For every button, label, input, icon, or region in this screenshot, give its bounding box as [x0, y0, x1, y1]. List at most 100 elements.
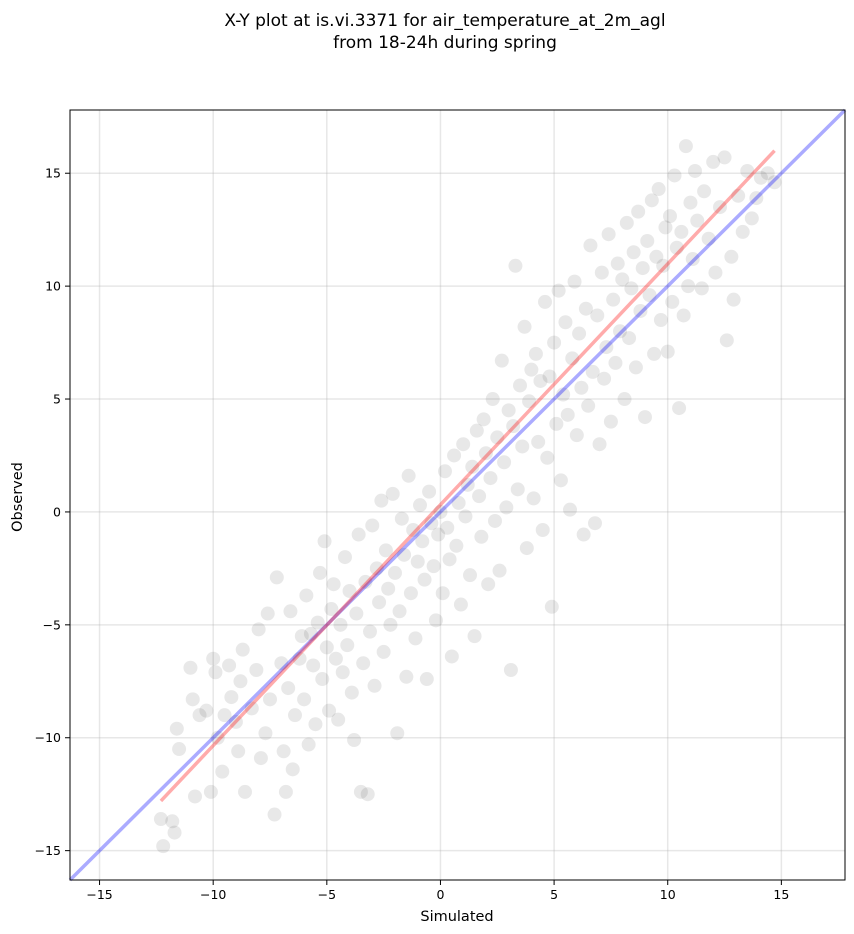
data-point	[690, 213, 705, 228]
y-tick-label: −15	[35, 843, 61, 858]
data-point	[428, 613, 443, 628]
data-point	[285, 762, 300, 777]
data-point	[581, 398, 596, 413]
data-point	[281, 681, 296, 696]
data-point	[449, 538, 464, 553]
data-point	[433, 504, 448, 519]
x-tick-label: 10	[660, 887, 676, 902]
data-point	[238, 784, 252, 799]
data-point	[731, 188, 746, 203]
data-point	[319, 640, 334, 655]
data-point	[567, 274, 582, 289]
data-point	[424, 516, 439, 531]
data-point	[276, 744, 291, 759]
data-point	[297, 692, 312, 707]
reference-lines	[68, 108, 847, 882]
data-point	[315, 672, 330, 687]
data-point	[653, 313, 668, 327]
x-axis-label: Simulated	[420, 909, 493, 925]
data-point	[458, 509, 473, 524]
data-point	[640, 233, 655, 248]
data-point	[324, 602, 339, 617]
data-point	[560, 407, 575, 422]
data-point	[678, 139, 693, 154]
data-point	[599, 340, 614, 355]
data-point	[340, 638, 355, 653]
data-point	[283, 604, 298, 619]
data-point	[210, 730, 225, 745]
data-point	[397, 547, 412, 562]
data-point	[372, 595, 387, 610]
data-point	[378, 543, 393, 558]
data-point	[456, 437, 471, 452]
data-point	[413, 498, 427, 513]
data-point	[508, 258, 523, 273]
data-point	[349, 606, 364, 621]
data-point	[326, 577, 341, 592]
data-point	[594, 265, 609, 280]
x-tick-label: 15	[773, 887, 789, 902]
data-point	[717, 150, 732, 165]
data-point	[569, 428, 584, 443]
data-point	[381, 581, 396, 596]
data-point	[394, 511, 409, 526]
data-point	[726, 292, 741, 307]
data-point	[369, 561, 384, 576]
data-point	[724, 249, 739, 264]
data-point	[476, 412, 491, 427]
data-point	[403, 586, 418, 601]
y-axis-label: Observed	[10, 462, 26, 532]
data-point	[503, 663, 518, 677]
data-point	[269, 570, 284, 585]
data-point	[631, 204, 646, 219]
data-point	[760, 166, 775, 181]
data-point	[260, 606, 275, 621]
data-point	[406, 523, 421, 537]
data-point	[676, 308, 691, 323]
data-point	[638, 410, 652, 425]
data-point	[358, 574, 373, 589]
data-point	[613, 324, 627, 339]
data-point	[626, 245, 641, 260]
data-point	[360, 787, 375, 802]
data-point	[585, 364, 600, 379]
data-point	[172, 742, 187, 757]
data-point	[517, 319, 532, 334]
data-point	[553, 473, 568, 488]
data-point	[185, 692, 200, 707]
data-point	[474, 529, 489, 544]
data-point	[588, 516, 602, 531]
data-point	[531, 434, 546, 449]
data-point	[351, 527, 366, 542]
data-point	[674, 224, 689, 239]
data-point	[576, 527, 591, 542]
data-point	[419, 672, 434, 687]
data-point	[740, 163, 755, 178]
data-point	[622, 331, 637, 346]
data-point	[233, 674, 248, 689]
data-point	[744, 211, 759, 226]
data-point	[665, 294, 680, 309]
data-point	[322, 703, 337, 718]
fit-line	[159, 149, 776, 803]
data-point	[363, 624, 377, 639]
data-point	[660, 344, 675, 359]
data-point	[628, 360, 643, 375]
data-point	[335, 665, 350, 680]
data-point	[544, 599, 559, 614]
data-point	[522, 394, 537, 409]
data-point	[663, 209, 677, 224]
data-point	[399, 669, 414, 684]
data-point	[606, 292, 621, 307]
data-point	[333, 617, 348, 632]
data-point	[735, 224, 750, 239]
data-point	[188, 789, 202, 804]
data-point	[392, 604, 407, 619]
data-point	[592, 437, 607, 452]
data-point	[590, 308, 605, 323]
data-point	[388, 565, 402, 580]
data-point	[244, 701, 259, 716]
data-point	[540, 450, 555, 465]
data-point	[481, 577, 496, 592]
